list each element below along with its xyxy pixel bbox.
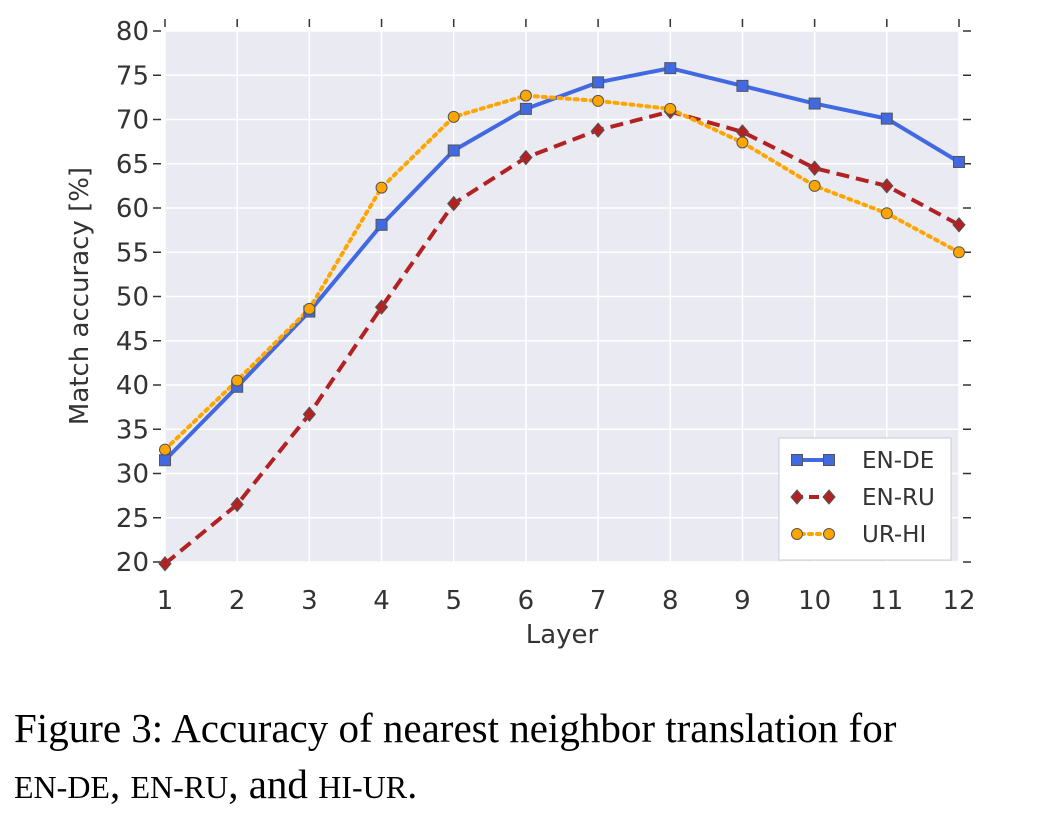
x-tick-label: 11 xyxy=(870,586,903,616)
figure-caption: Figure 3: Accuracy of nearest neighbor t… xyxy=(14,700,1044,815)
data-point-en-ru xyxy=(158,556,172,572)
data-point-en-de xyxy=(592,76,605,89)
y-tick-label: 55 xyxy=(116,238,149,268)
x-tick-label: 9 xyxy=(734,586,751,616)
series-lines xyxy=(163,66,961,566)
data-point-en-de xyxy=(519,102,532,115)
data-point-ur-hi xyxy=(231,374,244,387)
y-tick-label: 70 xyxy=(116,106,149,136)
data-point-en-de xyxy=(808,97,821,110)
data-point-en-ru xyxy=(447,195,461,212)
data-point-en-ru xyxy=(880,178,894,194)
y-tick-label: 40 xyxy=(116,371,149,401)
data-point-ur-hi xyxy=(519,89,532,102)
y-tick-label: 25 xyxy=(116,504,149,534)
data-point-ur-hi xyxy=(375,181,388,194)
caption-pair-en-ru: EN-RU xyxy=(130,769,229,805)
x-tick-label: 3 xyxy=(301,586,318,616)
legend-label-en-ru: EN-RU xyxy=(862,485,935,511)
data-point-en-de xyxy=(375,218,388,231)
x-tick-label: 8 xyxy=(662,586,679,616)
x-tick-label: 4 xyxy=(373,586,390,616)
y-tick-label: 65 xyxy=(116,150,149,180)
x-tick-label: 1 xyxy=(157,586,174,616)
data-point-ur-hi xyxy=(664,102,677,115)
x-tick-label: 10 xyxy=(798,586,831,616)
data-point-en-de xyxy=(447,144,460,157)
series-line-en-ru xyxy=(163,109,960,566)
data-point-ur-hi xyxy=(808,179,821,192)
data-point-en-de xyxy=(664,62,677,75)
data-point-ur-hi xyxy=(159,443,171,456)
data-point-en-ru xyxy=(519,149,533,166)
y-tick-label: 45 xyxy=(116,327,149,357)
data-point-en-ru xyxy=(374,299,389,315)
series-markers xyxy=(158,62,966,572)
data-point-ur-hi xyxy=(953,246,965,259)
legend-marker-en-ru xyxy=(822,489,836,505)
y-tick-label: 80 xyxy=(116,17,149,47)
legend-marker-ur-hi xyxy=(823,528,835,540)
caption-end: . xyxy=(407,761,418,807)
y-axis-title: Match accuracy [%] xyxy=(65,167,95,425)
legend-label-en-de: EN-DE xyxy=(862,448,934,474)
axis-ticks xyxy=(153,19,971,563)
data-point-ur-hi xyxy=(736,136,749,149)
caption-separator: , xyxy=(109,761,121,807)
gridlines xyxy=(164,30,960,563)
data-point-en-de xyxy=(736,79,749,92)
y-tick-label: 20 xyxy=(116,548,149,578)
y-tick-label: 30 xyxy=(116,460,149,490)
caption-label: Figure 3: xyxy=(14,705,164,751)
y-tick-label: 60 xyxy=(116,194,149,224)
x-tick-label: 12 xyxy=(942,586,975,616)
y-axis-tick-labels: 20 25 30 35 40 45 50 55 60 65 70 75 80 xyxy=(116,17,149,578)
series-line-en-de xyxy=(163,66,961,462)
legend-label-ur-hi: UR-HI xyxy=(862,522,926,548)
data-point-en-ru xyxy=(807,160,822,176)
x-tick-label: 2 xyxy=(229,586,246,616)
legend-marker-en-ru xyxy=(790,489,804,505)
data-point-en-ru xyxy=(230,496,244,513)
x-tick-label: 7 xyxy=(590,586,607,616)
caption-text: Accuracy of nearest neighbor translation… xyxy=(171,705,897,751)
x-tick-label: 6 xyxy=(518,586,535,616)
x-axis-title: Layer xyxy=(526,620,599,650)
data-point-en-ru xyxy=(952,217,966,233)
y-tick-label: 50 xyxy=(116,283,149,313)
x-axis-tick-labels: 1 2 3 4 5 6 7 8 9 10 11 12 xyxy=(157,586,976,616)
legend-marker-en-de xyxy=(823,454,835,466)
data-point-ur-hi xyxy=(447,110,460,123)
y-tick-label: 35 xyxy=(116,415,149,445)
caption-pair-en-de: EN-DE xyxy=(14,769,110,805)
data-point-en-de xyxy=(159,454,171,467)
series-line-ur-hi xyxy=(163,93,961,452)
data-point-ur-hi xyxy=(592,94,605,107)
data-point-ur-hi xyxy=(303,302,316,315)
y-tick-label: 75 xyxy=(116,61,149,91)
legend-marker-en-de xyxy=(791,454,803,466)
legend: EN-DE EN-RU UR-HI xyxy=(778,437,952,561)
data-point-en-ru xyxy=(591,122,605,138)
x-tick-label: 5 xyxy=(445,586,462,616)
data-point-en-ru xyxy=(302,406,317,422)
data-point-ur-hi xyxy=(880,207,893,220)
data-point-en-de xyxy=(880,112,893,125)
data-point-en-de xyxy=(953,155,965,168)
legend-marker-ur-hi xyxy=(791,528,803,540)
caption-pair-hi-ur: HI-UR xyxy=(318,769,408,805)
caption-separator: , and xyxy=(228,761,308,807)
